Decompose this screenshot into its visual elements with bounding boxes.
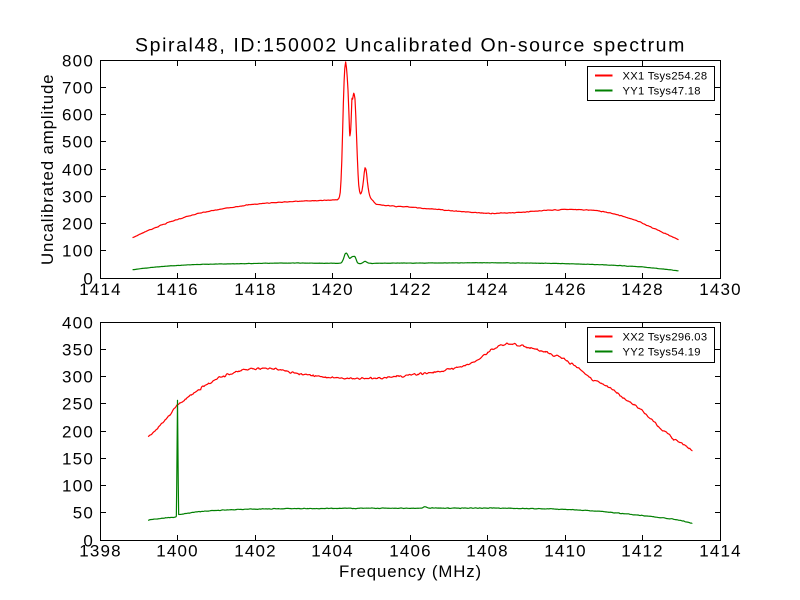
svg-text:150: 150 <box>62 449 94 468</box>
svg-text:1402: 1402 <box>234 541 277 560</box>
svg-text:Frequency (MHz): Frequency (MHz) <box>339 562 482 581</box>
svg-text:YY1 Tsys47.18: YY1 Tsys47.18 <box>623 86 701 98</box>
svg-text:1418: 1418 <box>234 280 277 299</box>
svg-text:XX1 Tsys254.28: XX1 Tsys254.28 <box>623 71 708 83</box>
svg-text:Spiral48, ID:150002 Uncalibrat: Spiral48, ID:150002 Uncalibrated On-sour… <box>135 35 686 57</box>
svg-text:1426: 1426 <box>544 280 587 299</box>
svg-text:1404: 1404 <box>311 541 354 560</box>
svg-text:400: 400 <box>62 313 94 332</box>
svg-text:500: 500 <box>62 132 94 151</box>
svg-text:50: 50 <box>73 503 94 522</box>
svg-text:1398: 1398 <box>79 541 122 560</box>
svg-text:Uncalibrated amplitude: Uncalibrated amplitude <box>38 74 57 265</box>
svg-text:1420: 1420 <box>311 280 354 299</box>
svg-text:0: 0 <box>83 531 94 550</box>
svg-text:350: 350 <box>62 340 94 359</box>
svg-text:XX2 Tsys296.03: XX2 Tsys296.03 <box>623 332 708 344</box>
svg-text:1414: 1414 <box>79 280 122 299</box>
svg-text:1428: 1428 <box>621 280 664 299</box>
svg-text:1412: 1412 <box>621 541 664 560</box>
svg-text:1410: 1410 <box>544 541 587 560</box>
svg-text:200: 200 <box>62 214 94 233</box>
svg-text:1430: 1430 <box>699 280 742 299</box>
svg-text:100: 100 <box>62 241 94 260</box>
svg-text:700: 700 <box>62 78 94 97</box>
svg-text:1416: 1416 <box>156 280 199 299</box>
svg-text:200: 200 <box>62 422 94 441</box>
svg-text:600: 600 <box>62 105 94 124</box>
svg-text:1414: 1414 <box>699 541 742 560</box>
svg-text:400: 400 <box>62 160 94 179</box>
svg-text:800: 800 <box>62 51 94 70</box>
svg-text:1400: 1400 <box>156 541 199 560</box>
svg-text:YY2 Tsys54.19: YY2 Tsys54.19 <box>623 347 701 359</box>
svg-text:250: 250 <box>62 394 94 413</box>
svg-text:1408: 1408 <box>466 541 509 560</box>
svg-text:1422: 1422 <box>389 280 432 299</box>
svg-text:0: 0 <box>83 269 94 288</box>
svg-text:300: 300 <box>62 367 94 386</box>
svg-text:1406: 1406 <box>389 541 432 560</box>
svg-text:1424: 1424 <box>466 280 509 299</box>
svg-text:100: 100 <box>62 476 94 495</box>
svg-text:300: 300 <box>62 187 94 206</box>
